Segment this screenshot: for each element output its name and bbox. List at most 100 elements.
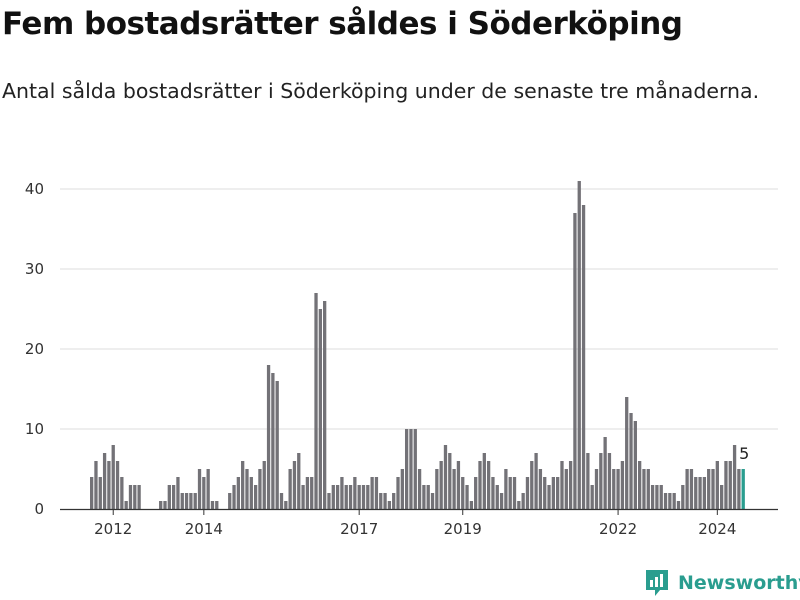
bar xyxy=(452,469,456,509)
bar xyxy=(439,461,443,509)
bar xyxy=(659,485,663,509)
bar xyxy=(409,429,413,509)
chart-title: Fem bostadsrätter såldes i Söderköping xyxy=(2,6,683,42)
bar xyxy=(560,461,564,509)
bar xyxy=(702,477,707,509)
bar xyxy=(430,493,435,509)
bar xyxy=(163,501,167,509)
bar xyxy=(197,469,202,509)
bar xyxy=(111,445,115,509)
bar xyxy=(543,477,547,509)
bar xyxy=(448,453,452,509)
bar xyxy=(426,485,430,509)
bar xyxy=(310,477,314,509)
bar xyxy=(314,293,318,509)
bar xyxy=(102,453,107,509)
data-labels: 5 xyxy=(739,444,749,463)
bar xyxy=(94,461,98,509)
bar xyxy=(599,453,603,509)
bar xyxy=(676,501,681,509)
bar xyxy=(297,453,301,509)
y-tick-label: 30 xyxy=(25,260,44,278)
bar xyxy=(193,493,197,509)
bar xyxy=(245,469,249,509)
bar xyxy=(128,485,133,509)
bar xyxy=(137,485,141,509)
bar xyxy=(413,429,417,509)
bar xyxy=(534,453,538,509)
bar xyxy=(474,477,478,509)
bar xyxy=(275,381,279,509)
chart-subtitle: Antal sålda bostadsrätter i Söderköping … xyxy=(2,79,760,103)
bar xyxy=(711,469,715,509)
bar xyxy=(633,421,637,509)
bar xyxy=(681,485,685,509)
x-tick-label: 2024 xyxy=(698,520,736,538)
bar xyxy=(525,477,530,509)
bar xyxy=(262,461,266,509)
bar xyxy=(374,477,379,509)
bar xyxy=(469,501,474,509)
bar xyxy=(495,485,499,509)
bar xyxy=(504,469,508,509)
bar xyxy=(232,485,236,509)
bar xyxy=(301,485,305,509)
bar xyxy=(508,477,512,509)
gridlines xyxy=(60,188,778,430)
bar xyxy=(366,485,370,509)
bar xyxy=(612,469,616,509)
bar xyxy=(210,501,215,509)
bar xyxy=(383,493,387,509)
bar xyxy=(357,485,361,509)
bar xyxy=(392,493,396,509)
bar xyxy=(642,469,646,509)
bar xyxy=(603,437,607,509)
bar xyxy=(650,485,655,509)
bar xyxy=(340,477,344,509)
bar xyxy=(581,205,586,509)
bar xyxy=(435,469,439,509)
bar xyxy=(184,493,189,509)
bar xyxy=(629,413,633,509)
bar xyxy=(456,461,461,509)
bar xyxy=(685,469,689,509)
bar xyxy=(90,477,94,509)
y-tick-label: 40 xyxy=(25,180,44,198)
bar xyxy=(417,469,422,509)
bar xyxy=(288,469,292,509)
bar xyxy=(279,493,284,509)
bar xyxy=(564,469,568,509)
bar xyxy=(171,485,176,509)
bar xyxy=(577,181,581,509)
bar xyxy=(694,477,698,509)
bar xyxy=(361,485,366,509)
bar xyxy=(98,477,102,509)
bar xyxy=(573,213,577,509)
bar xyxy=(228,493,232,509)
bar xyxy=(241,461,245,509)
bar xyxy=(215,501,219,509)
bar xyxy=(159,501,163,509)
bar xyxy=(348,485,353,509)
bar xyxy=(344,485,348,509)
bar xyxy=(586,453,590,509)
bar xyxy=(443,445,448,509)
bar xyxy=(284,501,288,509)
bar xyxy=(616,469,620,509)
bar xyxy=(305,477,310,509)
bar xyxy=(206,469,210,509)
bar xyxy=(461,477,465,509)
bar xyxy=(491,477,495,509)
bar xyxy=(107,461,111,509)
bar xyxy=(568,461,573,509)
bar xyxy=(732,445,737,509)
bar xyxy=(120,477,124,509)
bar xyxy=(655,485,659,509)
bar xyxy=(370,477,374,509)
bar xyxy=(478,461,482,509)
bar xyxy=(379,493,383,509)
bar xyxy=(292,461,297,509)
bar xyxy=(318,309,322,509)
bar xyxy=(236,477,241,509)
